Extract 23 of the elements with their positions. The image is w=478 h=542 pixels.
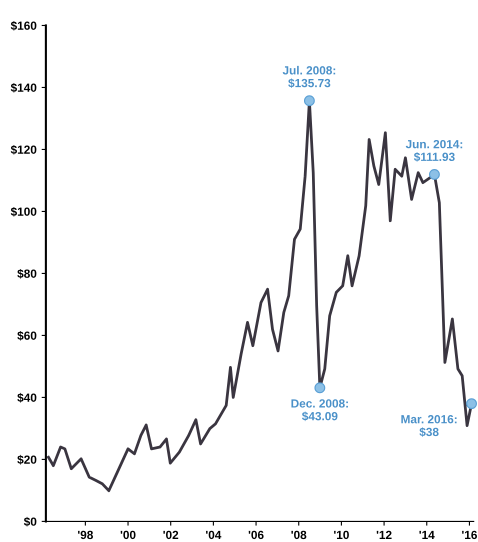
y-tick-label: $160 <box>10 20 36 31</box>
x-tick-label: '08 <box>291 530 306 540</box>
y-tick-label: $0 <box>24 516 36 527</box>
x-tick-label: '00 <box>120 530 136 540</box>
annotation: Jul. 2008: $135.73 <box>282 66 336 88</box>
y-tick-label: $140 <box>10 82 36 93</box>
y-tick-label: $100 <box>10 206 36 217</box>
annotation: Dec. 2008: $43.09 <box>291 399 348 422</box>
x-tick-label: '04 <box>206 530 222 540</box>
y-tick-label: $60 <box>17 330 36 341</box>
x-tick-label: '98 <box>78 530 93 540</box>
x-tick-label: '14 <box>419 530 435 539</box>
x-tick-label: '16 <box>462 530 477 540</box>
x-tick-label: '06 <box>248 530 264 540</box>
x-tick-label: '02 <box>163 530 178 540</box>
y-tick-label: $80 <box>17 268 36 279</box>
x-tick-label: '12 <box>376 530 392 539</box>
y-tick-label: $20 <box>17 454 36 465</box>
x-tick-label: '10 <box>334 530 349 540</box>
annotation: Jun. 2014: $111.93 <box>406 140 462 162</box>
y-tick-label: $40 <box>17 392 36 403</box>
annotation: Mar. 2016: $38 <box>401 415 457 437</box>
y-tick-label: $120 <box>10 144 36 155</box>
